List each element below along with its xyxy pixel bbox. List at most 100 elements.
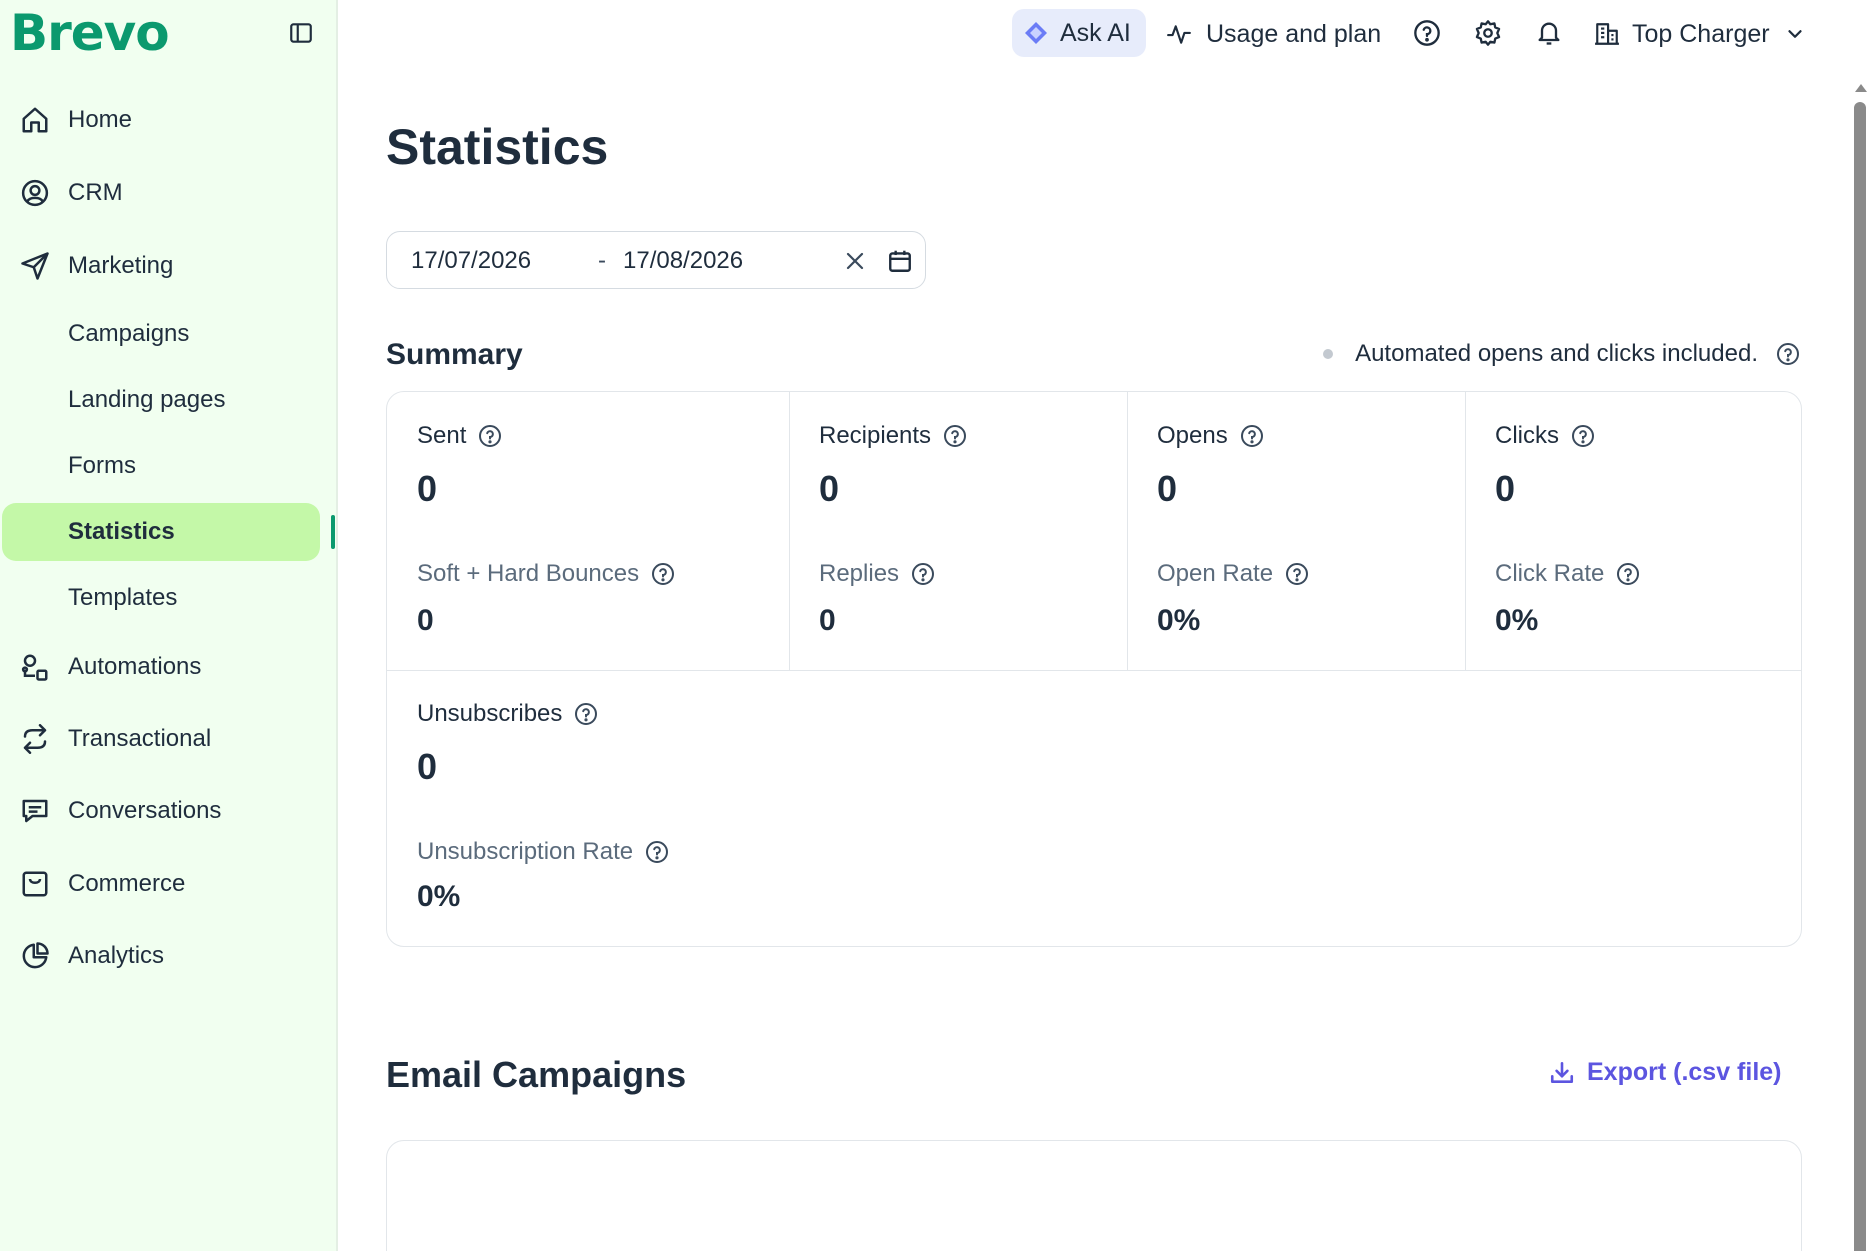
sidebar-subitem-label: Campaigns	[68, 320, 190, 347]
download-icon	[1550, 1061, 1574, 1083]
usage-plan-label: Usage and plan	[1206, 19, 1382, 48]
metric-replies-label: Replies	[819, 560, 935, 588]
account-switcher[interactable]: Top Charger	[1594, 14, 1806, 54]
metric-label-text: Open Rate	[1157, 560, 1274, 587]
email-campaigns-heading: Email Campaigns	[386, 1054, 687, 1095]
metric-opens-label: Opens	[1157, 422, 1264, 450]
sidebar-subitem-label: Templates	[68, 584, 178, 611]
metric-label-text: Replies	[819, 560, 900, 587]
help-icon[interactable]	[1240, 424, 1264, 448]
date-range-picker[interactable]: 17/07/2026 - 17/08/2026	[386, 231, 926, 289]
top-bar: Ask AI Usage and plan Top Charger	[340, 0, 1869, 68]
pie-chart-icon	[22, 942, 49, 969]
help-icon[interactable]	[1776, 342, 1800, 366]
sidebar-item-transactional[interactable]: Transactional	[0, 709, 338, 769]
paper-plane-icon	[21, 252, 49, 280]
scrollbar-thumb[interactable]	[1854, 102, 1866, 1251]
help-icon[interactable]	[1413, 19, 1441, 47]
summary-card: Sent 0 Soft + Hard Bounces 0 Recipients …	[386, 391, 1802, 947]
sidebar-item-crm[interactable]: CRM	[0, 163, 338, 223]
sparkle-diamond-icon	[1025, 22, 1047, 44]
sidebar-subitem-label: Landing pages	[68, 386, 226, 413]
help-icon[interactable]	[574, 702, 598, 726]
sidebar-collapse-icon[interactable]	[288, 20, 314, 46]
sidebar-item-conversations[interactable]: Conversations	[0, 781, 338, 841]
metric-unsub-rate-value: 0%	[417, 880, 461, 913]
help-icon[interactable]	[1285, 562, 1309, 586]
ask-ai-button[interactable]: Ask AI	[1012, 9, 1146, 57]
metric-opens-value: 0	[1157, 468, 1178, 509]
metric-unsubscribes-value: 0	[417, 746, 438, 787]
metric-label-text: Unsubscription Rate	[417, 838, 634, 865]
metric-bounces-value: 0	[417, 604, 434, 637]
sidebar-subitem-campaigns[interactable]: Campaigns	[0, 305, 338, 363]
sidebar-item-automations[interactable]: Automations	[0, 637, 338, 697]
sidebar: Brevo Home CRM Marketing Campaigns Landi…	[0, 0, 338, 1251]
metric-clicks-label: Clicks	[1495, 422, 1595, 450]
status-dot	[1323, 349, 1334, 359]
usage-plan-link[interactable]: Usage and plan	[1166, 14, 1381, 54]
brevo-logo[interactable]: Brevo	[10, 4, 170, 62]
divider	[387, 670, 1801, 671]
sidebar-item-home[interactable]: Home	[0, 90, 338, 150]
help-icon[interactable]	[651, 562, 675, 586]
metric-click-rate-value: 0%	[1495, 604, 1539, 637]
metric-label-text: Click Rate	[1495, 560, 1605, 587]
export-csv-label: Export (.csv file)	[1587, 1058, 1782, 1086]
sidebar-subitem-statistics[interactable]: Statistics	[2, 503, 320, 561]
metric-clicks-value: 0	[1495, 468, 1516, 509]
gear-icon[interactable]	[1474, 19, 1502, 47]
account-name: Top Charger	[1632, 19, 1770, 48]
activity-icon	[1167, 25, 1191, 44]
sidebar-item-label: Transactional	[68, 725, 212, 752]
metric-recipients-label: Recipients	[819, 422, 967, 450]
automated-opens-note: Automated opens and clicks included.	[1323, 340, 1800, 368]
sidebar-subitem-forms[interactable]: Forms	[0, 437, 338, 495]
page-title: Statistics	[386, 119, 609, 175]
sidebar-item-label: Commerce	[68, 870, 186, 897]
metric-bounces-label: Soft + Hard Bounces	[417, 560, 675, 588]
help-icon[interactable]	[478, 424, 502, 448]
main-content: Statistics 17/07/2026 - 17/08/2026 Summa…	[340, 0, 1840, 1251]
sidebar-subitem-landing-pages[interactable]: Landing pages	[0, 371, 338, 429]
sidebar-item-label: Analytics	[68, 942, 165, 969]
contact-circle-icon	[21, 179, 49, 207]
sidebar-item-label: Automations	[68, 653, 202, 680]
metric-recipients-value: 0	[819, 468, 840, 509]
bell-icon[interactable]	[1535, 19, 1563, 47]
metric-label-text: Sent	[417, 422, 467, 449]
help-icon[interactable]	[645, 840, 669, 864]
close-icon[interactable]	[843, 249, 867, 273]
automated-opens-text: Automated opens and clicks included.	[1355, 340, 1758, 367]
help-icon[interactable]	[911, 562, 935, 586]
metric-open-rate-label: Open Rate	[1157, 560, 1309, 588]
sidebar-subitem-templates[interactable]: Templates	[0, 569, 338, 627]
date-separator: -	[598, 247, 606, 274]
metric-label-text: Recipients	[819, 422, 932, 449]
metric-unsubscribes-label: Unsubscribes	[417, 700, 598, 728]
help-icon[interactable]	[943, 424, 967, 448]
scroll-up-arrow[interactable]	[1855, 84, 1867, 92]
help-icon[interactable]	[1616, 562, 1640, 586]
metric-label-text: Clicks	[1495, 422, 1559, 449]
arrows-exchange-icon	[23, 724, 47, 754]
chat-bubble-icon	[22, 799, 48, 823]
export-csv-button[interactable]: Export (.csv file)	[1549, 1058, 1782, 1087]
page-scrollbar[interactable]	[1851, 80, 1869, 1251]
sidebar-item-commerce[interactable]: Commerce	[0, 854, 338, 914]
sidebar-item-marketing[interactable]: Marketing	[0, 236, 338, 296]
building-icon	[1595, 23, 1619, 45]
chevron-down-icon	[1787, 30, 1802, 38]
sidebar-item-label: CRM	[68, 179, 123, 206]
calendar-icon[interactable]	[887, 247, 913, 275]
metric-click-rate-label: Click Rate	[1495, 560, 1640, 588]
help-icon[interactable]	[1571, 424, 1595, 448]
divider	[1465, 392, 1466, 670]
metric-open-rate-value: 0%	[1157, 604, 1201, 637]
sidebar-item-analytics[interactable]: Analytics	[0, 926, 338, 986]
divider	[789, 392, 790, 670]
sidebar-item-label: Marketing	[68, 252, 174, 279]
automation-icon	[21, 654, 48, 681]
date-end: 17/08/2026	[623, 247, 744, 274]
sidebar-subitem-label: Forms	[68, 452, 136, 479]
